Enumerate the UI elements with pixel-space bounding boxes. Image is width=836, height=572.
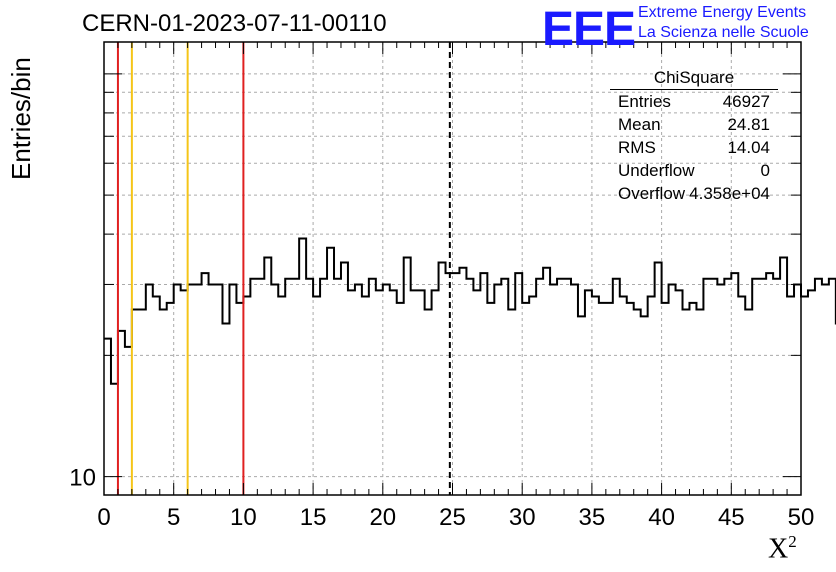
stats-value: 0	[760, 161, 770, 180]
stats-title: ChiSquare	[610, 68, 778, 90]
stats-key: Mean	[618, 115, 661, 134]
x-tick-label: 50	[788, 504, 815, 531]
stats-key: RMS	[618, 138, 656, 157]
logo-caption: Extreme Energy Events La Scienza nelle S…	[638, 3, 809, 43]
stats-box: ChiSquare Entries 46927 Mean 24.81 RMS 1…	[610, 68, 778, 207]
stats-key: Entries	[618, 92, 671, 111]
logo-caption-line1: Extreme Energy Events	[638, 4, 807, 21]
y-axis-label: Entries/bin	[6, 57, 36, 180]
x-tick-label: 40	[648, 504, 675, 531]
x-axis-label: X2	[768, 532, 797, 565]
x-tick-label: 5	[167, 504, 180, 531]
x-tick-label: 20	[369, 504, 396, 531]
stats-key: Underflow	[618, 161, 695, 180]
x-tick-label: 25	[439, 504, 466, 531]
logo-caption-line2: La Scienza nelle Scuole	[638, 24, 809, 41]
x-tick-label: 0	[97, 504, 110, 531]
stats-row-mean: Mean 24.81	[610, 115, 778, 138]
histogram-series	[104, 237, 836, 385]
stats-value: 46927	[722, 92, 770, 111]
y-tick-label: 10	[69, 465, 96, 492]
x-tick-label: 15	[300, 504, 327, 531]
x-tick-label: 30	[509, 504, 536, 531]
stats-row-overflow: Overflow 4.358e+04	[610, 184, 778, 207]
x-tick-label: 45	[718, 504, 745, 531]
stats-row-entries: Entries 46927	[610, 92, 778, 115]
x-tick-label: 10	[230, 504, 257, 531]
chart-title: CERN-01-2023-07-11-00110	[82, 10, 387, 37]
eee-logo: EEE	[542, 3, 636, 56]
stats-row-underflow: Underflow 0	[610, 161, 778, 184]
stats-value: 24.81	[727, 115, 770, 134]
stats-value: 4.358e+04	[689, 184, 770, 203]
stats-row-rms: RMS 14.04	[610, 138, 778, 161]
stats-value: 14.04	[727, 138, 770, 157]
stats-key: Overflow	[618, 184, 686, 203]
x-tick-label: 35	[579, 504, 606, 531]
